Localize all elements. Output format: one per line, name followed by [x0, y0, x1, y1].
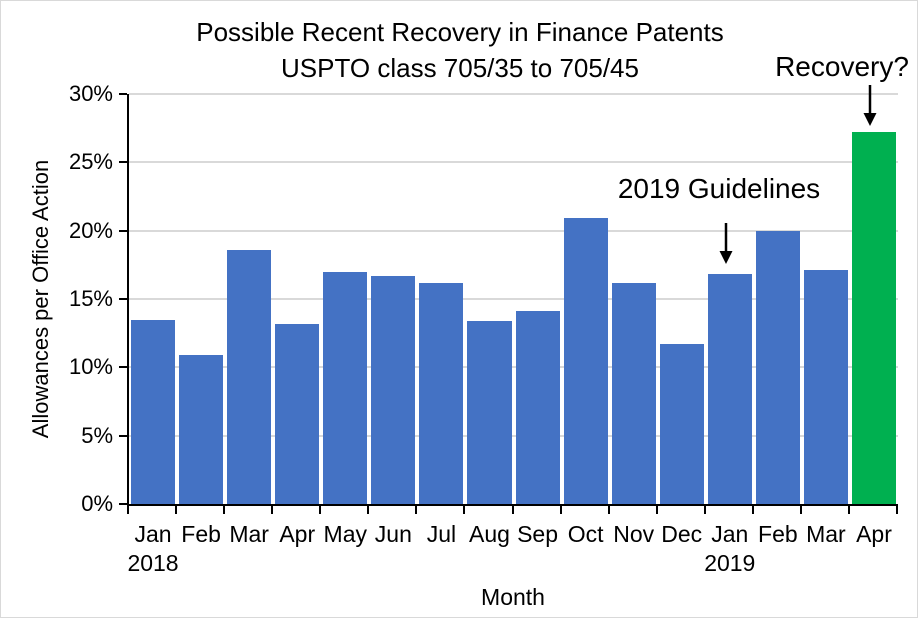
x-tick-label: Jan	[134, 521, 172, 547]
y-tick-label: 5%	[81, 422, 113, 448]
x-tick-label: Jul	[426, 521, 457, 547]
bar-jan-2018	[131, 319, 176, 504]
x-tick-label: Aug	[469, 521, 510, 547]
x-tick-label: Dec	[661, 521, 703, 547]
gridline	[129, 298, 898, 300]
x-year-label: 2019	[704, 550, 756, 576]
chart-title-block: Possible Recent Recovery in Finance Pate…	[9, 14, 911, 86]
bar-jan-2019	[707, 274, 752, 504]
bar-sep-2018	[515, 311, 560, 504]
x-axis-tick	[559, 504, 562, 514]
x-axis-tick	[511, 504, 514, 514]
bar-aug-2018	[467, 320, 512, 504]
y-tick-label: 30%	[68, 81, 113, 106]
bar-may-2018	[323, 271, 368, 504]
y-axis-tick	[119, 366, 127, 369]
bar-apr-2019	[851, 132, 896, 504]
x-axis-tick	[367, 504, 370, 514]
y-axis-line	[127, 94, 129, 506]
x-axis-tick	[896, 504, 898, 514]
bar-mar-2018	[227, 249, 272, 504]
x-axis-tick	[607, 504, 610, 514]
x-tick-label: May	[323, 521, 367, 547]
x-axis-title: Month	[481, 584, 545, 610]
x-tick-label: Nov	[613, 521, 655, 547]
x-tick-label: Feb	[181, 521, 221, 547]
y-axis-tick	[119, 229, 127, 232]
x-tick-label: Apr	[279, 521, 316, 547]
y-tick-label: 25%	[68, 149, 113, 175]
y-tick-label: 10%	[68, 354, 113, 380]
bar-dec-2018	[659, 344, 704, 504]
y-tick-label: 15%	[68, 286, 113, 311]
x-tick-label: Feb	[758, 521, 798, 547]
x-axis-tick	[271, 504, 274, 514]
bar-apr-2018	[275, 323, 320, 504]
bar-mar-2019	[803, 270, 848, 504]
x-axis-tick	[319, 504, 322, 514]
chart-title: Possible Recent Recovery in Finance Pate…	[196, 17, 724, 47]
x-tick-label: Sep	[517, 521, 558, 547]
x-axis-tick	[703, 504, 706, 514]
chart-subtitle: USPTO class 705/35 to 705/45	[281, 53, 639, 83]
y-axis-tick	[119, 503, 127, 505]
x-year-label: 2018	[127, 550, 179, 576]
bar-feb-2019	[755, 230, 800, 504]
gridline	[129, 229, 898, 232]
guidelines-down-arrow-icon	[719, 223, 733, 264]
y-axis-tick	[119, 298, 127, 300]
x-tick-label: Jun	[374, 521, 412, 547]
y-axis-tick	[119, 93, 127, 95]
bar-feb-2018	[179, 355, 224, 504]
bar-oct-2018	[563, 218, 608, 504]
x-axis-tick	[415, 504, 418, 514]
y-tick-label: 0%	[81, 491, 113, 516]
annotation-2019-guidelines: 2019 Guidelines	[617, 173, 821, 204]
x-axis-tick	[127, 504, 129, 514]
x-axis-tick	[751, 504, 754, 514]
x-tick-label: Oct	[567, 521, 604, 547]
gridline	[129, 434, 898, 437]
x-tick-label: Apr	[856, 521, 892, 547]
x-axis-tick	[463, 504, 466, 514]
x-axis-tick	[223, 504, 226, 514]
gridline	[129, 93, 898, 95]
x-tick-label: Jan	[711, 521, 749, 547]
y-axis-tick	[119, 434, 127, 437]
x-tick-label: Mar	[806, 521, 846, 547]
x-axis-tick	[847, 504, 850, 514]
y-tick-label: 20%	[68, 217, 113, 243]
bar-nov-2018	[611, 282, 656, 504]
x-axis-tick	[655, 504, 658, 514]
x-tick-label: Mar	[229, 521, 269, 547]
annotation-recovery: Recovery?	[775, 51, 909, 82]
x-axis-tick	[799, 504, 802, 514]
y-axis-tick	[119, 161, 127, 164]
x-axis-tick	[175, 504, 178, 514]
gridline	[129, 366, 898, 369]
gridline	[129, 161, 898, 164]
bar-jul-2018	[419, 282, 464, 504]
bar-jun-2018	[371, 275, 416, 504]
recovery-down-arrow-icon	[863, 85, 877, 126]
